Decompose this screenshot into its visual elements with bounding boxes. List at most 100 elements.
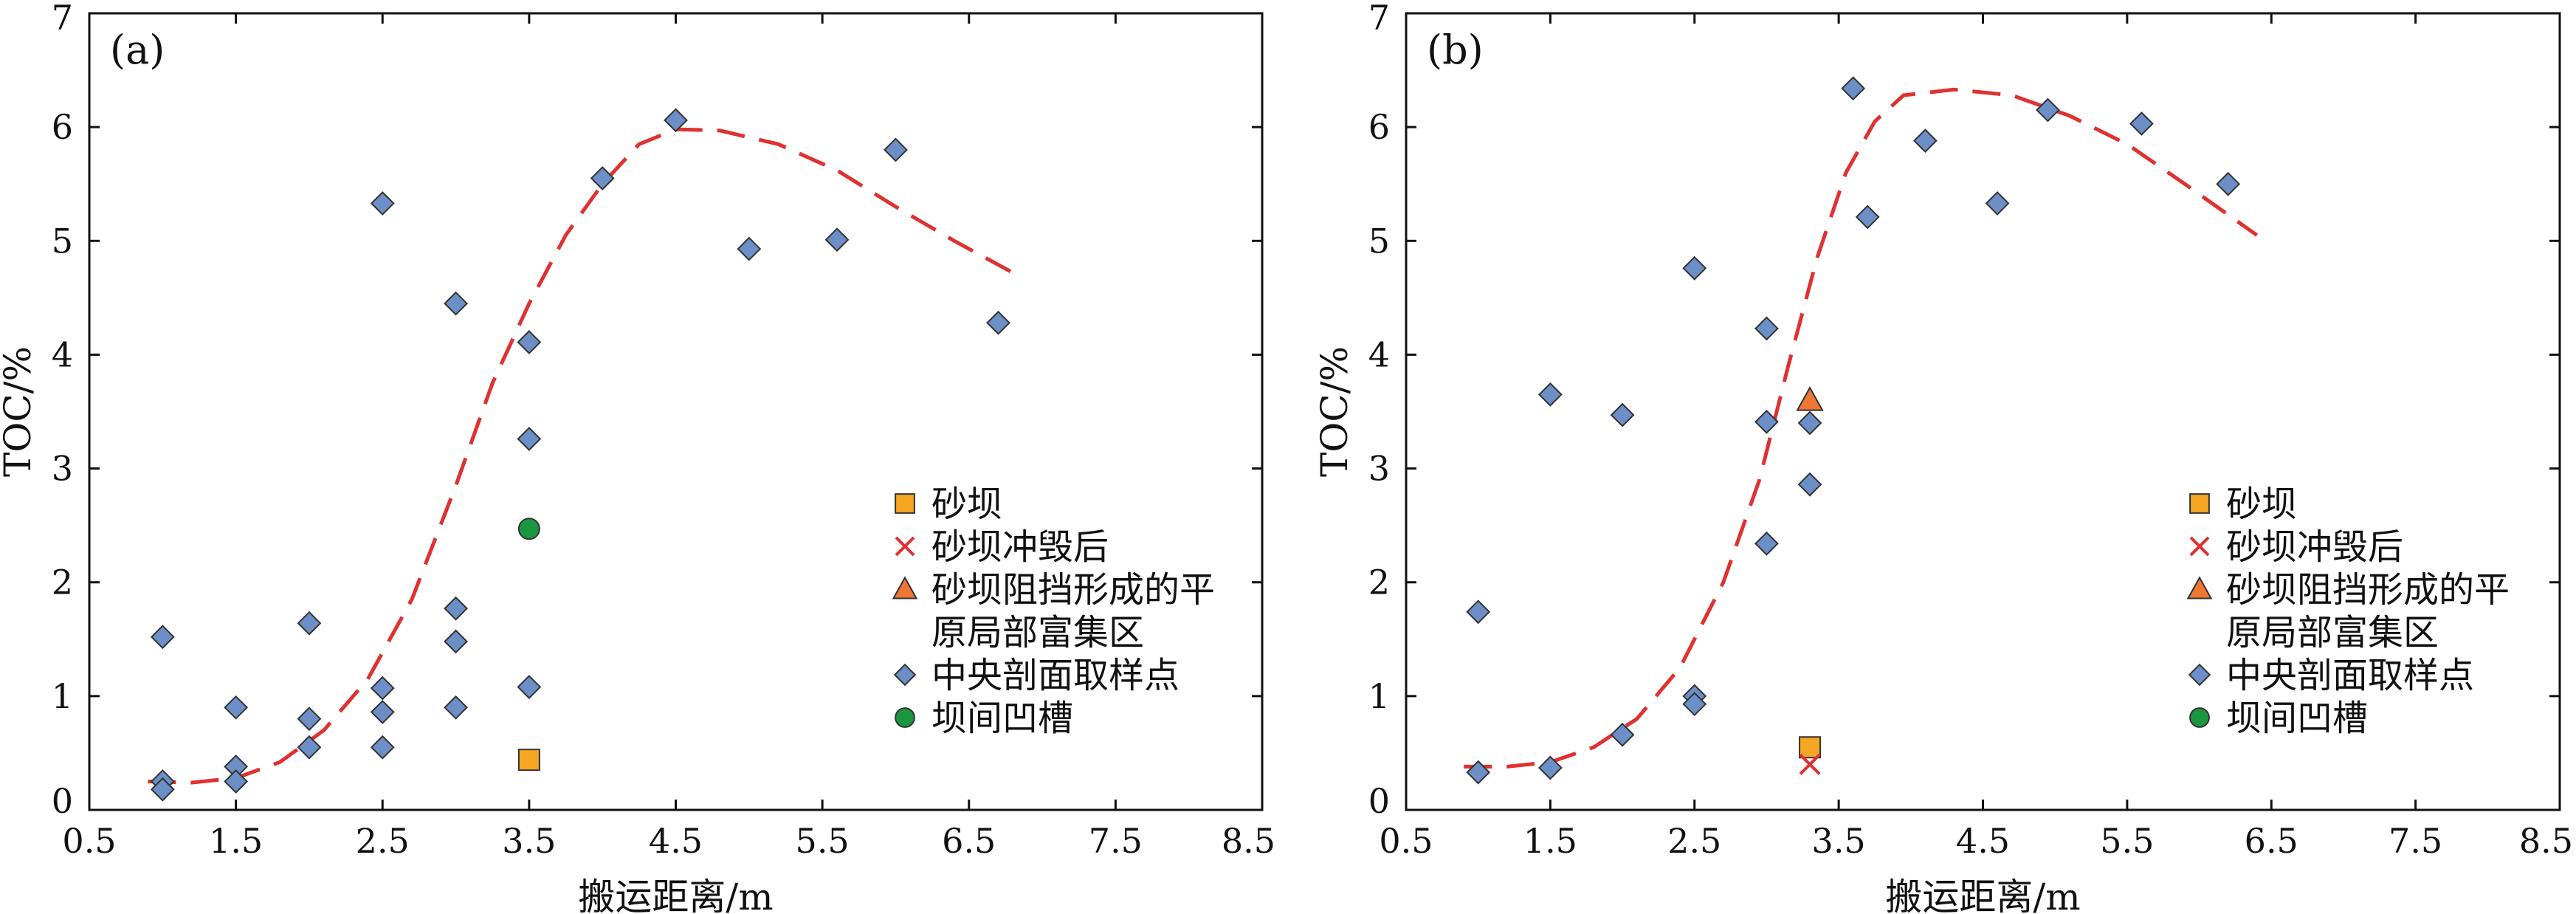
data-point-diamond (2129, 111, 2154, 136)
legend-label: 坝间凹槽 (931, 698, 1073, 739)
data-point-diamond (1754, 531, 1779, 556)
legend-marker-triangle (2186, 576, 2213, 599)
data-point-diamond (1682, 692, 1707, 717)
y-tick-label: 7 (1368, 0, 1390, 38)
y-tick-label: 3 (1368, 449, 1390, 489)
data-point-diamond (517, 675, 542, 699)
data-point-diamond (1466, 760, 1491, 785)
panel-label: (a) (110, 27, 165, 73)
data-point-diamond (986, 310, 1010, 335)
legend-marker-circle (2189, 707, 2210, 728)
data-point-diamond (517, 427, 542, 451)
y-axis-title: TOC/% (0, 346, 39, 477)
legend-marker-diamond (2188, 663, 2211, 687)
legend-label: 砂坝冲毁后 (931, 526, 1109, 568)
legend-marker-x (2189, 536, 2210, 557)
data-point-square (517, 749, 540, 772)
legend-marker-square (895, 493, 915, 514)
data-point-diamond (297, 611, 322, 636)
y-tick-label: 2 (52, 563, 73, 602)
x-tick-label: 8.5 (1222, 821, 1275, 861)
data-point-diamond (1682, 255, 1707, 281)
data-point-diamond (297, 735, 322, 760)
x-marker-stroke (2189, 536, 2210, 557)
data-point-diamond (517, 330, 542, 354)
y-tick-label: 7 (52, 0, 73, 38)
data-point-diamond (444, 596, 468, 621)
legend-marker-square (2189, 493, 2210, 514)
legend-label: 砂坝阻挡形成的平原局部富集区 (931, 569, 1215, 653)
x-tick-label: 4.5 (1956, 821, 2010, 861)
data-point-diamond (1985, 191, 2010, 216)
y-tick-label: 4 (52, 334, 73, 374)
legend-marker-diamond (893, 663, 917, 687)
trend-line (1464, 87, 2259, 769)
data-point-diamond (150, 625, 175, 650)
chart-panel-b: 0.5 1.5 2.5 3.5 4.5 5.5 6.5 7.5 8.5 0 1 2 3 4 5 6 7 搬运距离/… (1313, 0, 2573, 914)
x-tick-label: 3.5 (502, 821, 556, 861)
data-point-diamond (664, 108, 688, 133)
data-point-diamond (737, 236, 762, 261)
legend-label: 砂坝冲毁后 (2226, 526, 2403, 568)
data-point-diamond (1855, 205, 1880, 230)
x-tick-label: 0.5 (62, 821, 116, 861)
y-axis-title: TOC/% (1313, 346, 1356, 477)
x-tick-label: 7.5 (2389, 821, 2442, 861)
x-axis-title: 搬运距离/m (578, 876, 773, 914)
data-point-diamond (884, 137, 908, 162)
data-point-diamond (444, 291, 468, 316)
y-tick-label: 4 (1368, 334, 1390, 374)
data-point-square (1799, 736, 1822, 759)
y-tick-label: 6 (1368, 107, 1390, 147)
data-point-diamond (370, 676, 395, 701)
data-point-diamond (297, 707, 322, 732)
data-point-diamond (1797, 472, 1822, 497)
legend-label: 砂坝 (931, 484, 1002, 525)
data-point-diamond (2036, 97, 2060, 123)
x-tick-label: 1.5 (1523, 821, 1577, 861)
legend-label: 中央剖面取样点 (2226, 655, 2474, 696)
trend-line (148, 127, 1014, 785)
legend-label: 砂坝阻挡形成的平原局部富集区 (2226, 569, 2510, 653)
legend-marker-x (895, 536, 915, 557)
data-point-diamond (1797, 410, 1822, 436)
panel-label: (b) (1427, 27, 1484, 73)
y-tick-label: 5 (1368, 221, 1390, 261)
x-tick-label: 3.5 (1812, 821, 1866, 861)
legend-label: 砂坝 (2226, 484, 2297, 525)
x-tick-label: 7.5 (1089, 821, 1143, 861)
data-point-diamond (1610, 402, 1635, 427)
data-point-diamond (2216, 171, 2241, 196)
x-marker-stroke (1799, 753, 1821, 775)
chart-panel-a: 0.5 1.5 2.5 3.5 4.5 5.5 6.5 7.5 8.5 0 1 2 3 4 5 6 7 搬运距离/… (0, 0, 1275, 914)
legend-label-line: 砂坝阻挡形成的平 (931, 569, 1215, 611)
data-point-diamond (370, 735, 395, 760)
x-tick-label: 4.5 (649, 821, 703, 861)
x-tick-label: 1.5 (209, 821, 263, 861)
data-point-x (1799, 753, 1821, 775)
data-point-triangle (1796, 386, 1824, 411)
y-tick-label: 0 (52, 781, 73, 821)
x-marker-stroke (895, 536, 915, 557)
y-tick-label: 1 (52, 676, 73, 716)
data-point-diamond (1537, 382, 1563, 407)
x-tick-label: 8.5 (2519, 821, 2573, 861)
legend-marker-circle (895, 707, 915, 728)
data-point-diamond (1841, 76, 1866, 101)
legend-label-line: 砂坝阻挡形成的平 (2226, 569, 2510, 611)
data-point-diamond (224, 695, 249, 720)
data-point-diamond (1754, 316, 1779, 341)
y-tick-label: 5 (52, 221, 73, 261)
data-point-diamond (1466, 599, 1491, 625)
x-tick-label: 5.5 (2100, 821, 2154, 861)
y-tick-label: 0 (1368, 781, 1390, 821)
x-tick-label: 5.5 (796, 821, 850, 861)
x-tick-label: 6.5 (2245, 821, 2298, 861)
data-point-diamond (370, 700, 395, 724)
legend-label: 中央剖面取样点 (931, 655, 1179, 696)
data-point-diamond (444, 629, 468, 654)
legend-label: 坝间凹槽 (2226, 698, 2368, 739)
x-tick-label: 2.5 (1667, 821, 1721, 861)
data-point-diamond (150, 777, 175, 802)
